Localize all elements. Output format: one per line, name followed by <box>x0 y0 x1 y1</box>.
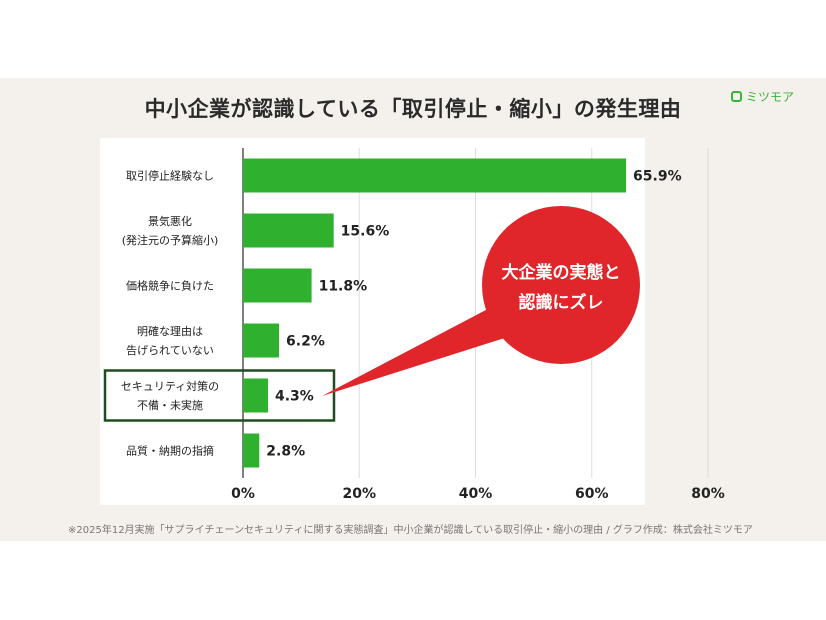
logo: ミツモア <box>730 88 794 105</box>
category-label: 価格競争に負けた <box>126 279 214 293</box>
x-tick-label: 40% <box>459 486 493 502</box>
data-label: 11.8% <box>319 279 368 295</box>
data-label: 6.2% <box>286 334 325 350</box>
category-label: 景気悪化 <box>148 214 192 228</box>
logo-text: ミツモア <box>746 90 795 104</box>
callout-pointer <box>322 300 530 396</box>
bar <box>243 433 260 468</box>
category-label: 不備・未実施 <box>137 398 203 412</box>
x-tick-label: 80% <box>691 486 725 502</box>
data-label: 15.6% <box>341 224 390 240</box>
bar <box>243 323 280 358</box>
bar <box>243 268 312 303</box>
callout-text: 大企業の実態と認識にズレ <box>502 262 621 313</box>
bar-chart: 0% 20% 40% 60% 80% 65.9% 取引停止経験なし 15.6% 景気悪化 (発注元… <box>103 148 725 502</box>
category-label: (発注元の予算縮小) <box>122 233 219 247</box>
footnote: ※2025年12月実施「サプライチェーンセキュリティに関する実態調査」中小企業が… <box>68 525 753 536</box>
page-title: 中小企業が認識している「取引停止・縮小」の発生理由 <box>144 97 682 121</box>
category-label: 品質・納期の指摘 <box>126 444 214 458</box>
category-label: 明確な理由は <box>137 324 203 338</box>
x-tick-label: 0% <box>231 486 255 502</box>
category-label: 取引停止経験なし <box>126 169 214 183</box>
x-tick-label: 60% <box>575 486 609 502</box>
highlight-box <box>103 369 336 422</box>
bar <box>243 158 627 193</box>
data-label: 2.8% <box>266 444 305 460</box>
category-label: 告げられていない <box>126 344 214 357</box>
data-label: 65.9% <box>633 169 682 185</box>
x-tick-label: 20% <box>342 486 376 502</box>
mitsumoa-logo-icon <box>731 91 742 102</box>
data-label: 4.3% <box>275 389 314 405</box>
callout-bubble <box>482 206 640 364</box>
category-label: セキュリティ対策の <box>121 379 219 393</box>
bar <box>243 213 334 248</box>
bar <box>243 378 268 413</box>
